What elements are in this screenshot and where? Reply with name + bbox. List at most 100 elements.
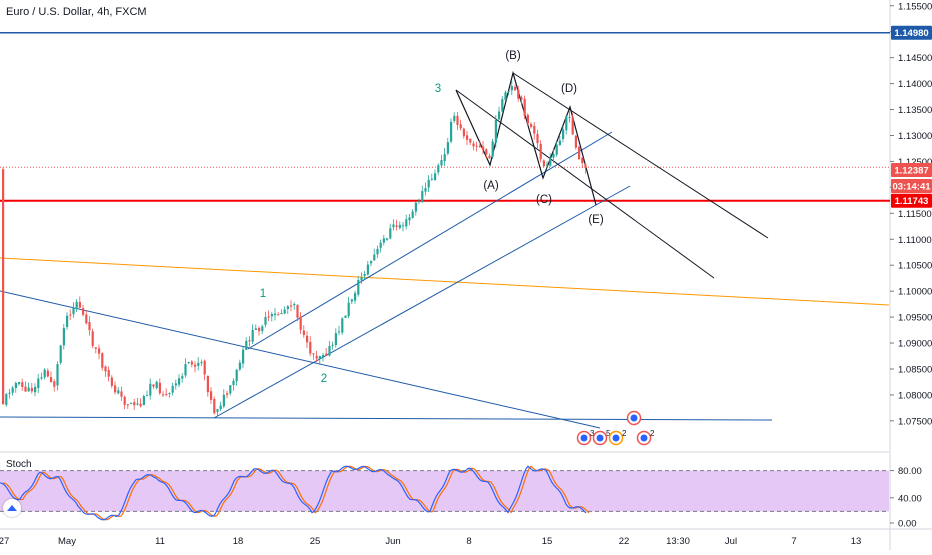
- candle: [194, 361, 197, 373]
- event-count-label: 2: [650, 429, 655, 438]
- event-count-label: 5: [606, 429, 611, 438]
- falling-trendline: [0, 290, 601, 429]
- candle-body: [510, 86, 513, 91]
- candle-body: [507, 91, 510, 93]
- candle: [370, 260, 373, 267]
- candle: [30, 382, 33, 394]
- candle-body: [293, 303, 296, 306]
- price-badge: 1.11743: [891, 193, 932, 208]
- triangle-upper-line: [512, 72, 769, 239]
- candle: [53, 379, 56, 392]
- candle-body: [430, 178, 433, 180]
- candle-body: [117, 390, 120, 394]
- candle-body: [360, 277, 363, 281]
- candle: [562, 126, 565, 143]
- candle-body: [270, 313, 273, 317]
- candle-body: [50, 377, 53, 383]
- price-tick-label: 1.08000: [898, 390, 932, 401]
- time-tick-label: 18: [233, 536, 244, 547]
- price-tick-label: 1.11500: [898, 209, 932, 220]
- candle: [472, 140, 475, 151]
- candle-body: [181, 376, 184, 379]
- candle: [267, 310, 270, 322]
- tradingview-logo-icon[interactable]: [3, 499, 21, 517]
- price-tick-label: 1.09500: [898, 313, 932, 324]
- time-tick-label: 13: [851, 536, 862, 547]
- candle-body: [408, 217, 411, 221]
- candle: [152, 384, 155, 389]
- candle-body: [184, 364, 187, 376]
- candle: [261, 324, 264, 335]
- candle-body: [85, 314, 88, 324]
- candle-body: [462, 128, 465, 137]
- candle: [536, 129, 539, 149]
- price-badge-box: [891, 163, 932, 177]
- candle-body: [59, 345, 62, 363]
- candle: [286, 304, 289, 315]
- candle-body: [536, 133, 539, 144]
- candle: [504, 90, 507, 101]
- candle: [574, 134, 577, 150]
- candle-body: [325, 353, 328, 355]
- candle: [395, 219, 398, 231]
- wave-label: (B): [505, 50, 521, 62]
- candle: [82, 304, 85, 317]
- candle-body: [475, 145, 478, 147]
- price-badge: 1.14980: [891, 25, 932, 40]
- candle-body: [34, 386, 37, 393]
- candle: [488, 153, 491, 159]
- candle: [18, 381, 21, 386]
- candle: [50, 371, 53, 383]
- candle-body: [200, 362, 203, 364]
- candle-body: [98, 348, 101, 354]
- candle: [229, 385, 232, 396]
- time-tick-label: Jun: [385, 536, 400, 547]
- price-badge-label: 1.12387: [894, 166, 928, 177]
- candle-body: [110, 377, 113, 386]
- candle: [107, 366, 110, 382]
- candle: [158, 378, 161, 396]
- candle-body: [549, 158, 552, 166]
- candle-body: [27, 387, 30, 392]
- candle: [437, 163, 440, 176]
- candle-body: [539, 143, 542, 160]
- candle: [149, 378, 152, 400]
- candle-body: [203, 360, 206, 375]
- candle: [430, 173, 433, 181]
- candle-body: [69, 314, 72, 316]
- candle-body: [286, 306, 289, 310]
- candle-body: [328, 346, 331, 356]
- candle: [14, 381, 17, 393]
- candle: [446, 137, 449, 156]
- candle: [37, 373, 40, 393]
- candle: [40, 372, 43, 381]
- candle: [421, 185, 424, 203]
- candle: [171, 382, 174, 396]
- event-marker: 2: [608, 429, 627, 446]
- candle-body: [245, 340, 248, 350]
- candle-body: [517, 89, 520, 99]
- candle-body: [216, 409, 219, 412]
- candle-body: [504, 92, 507, 101]
- candle: [293, 302, 296, 310]
- candle-body: [21, 382, 24, 387]
- candle: [322, 352, 325, 362]
- candle-body: [494, 119, 497, 143]
- candle-body: [30, 387, 33, 392]
- candle: [142, 394, 145, 406]
- candle: [312, 353, 315, 360]
- logo-mark-icon: [7, 505, 17, 511]
- candle: [306, 331, 309, 349]
- event-flag-icon: [612, 434, 620, 442]
- candle: [376, 245, 379, 258]
- candle: [130, 402, 133, 405]
- stoch-tick-label: 40.00: [898, 493, 922, 504]
- triangle-lower-line: [455, 89, 715, 279]
- candle: [213, 396, 216, 415]
- candle: [2, 167, 5, 405]
- candle-body: [248, 340, 251, 342]
- candle-body: [82, 308, 85, 315]
- candle: [206, 375, 209, 397]
